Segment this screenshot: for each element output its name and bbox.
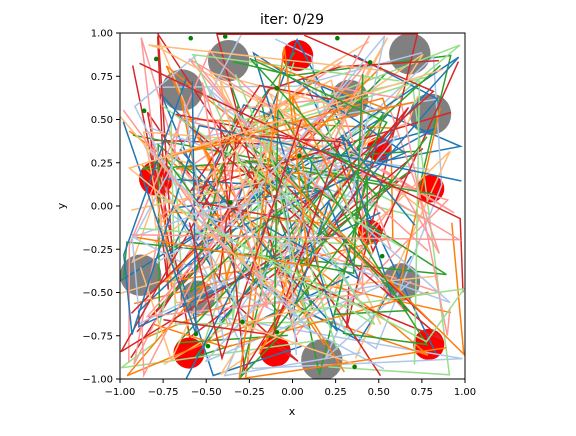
start-point-3 bbox=[153, 56, 159, 62]
start-point-5 bbox=[141, 108, 147, 114]
start-point-layer bbox=[141, 34, 385, 370]
y-tick-label-2: −0.50 bbox=[82, 288, 113, 299]
x-tick-label-2: −0.50 bbox=[191, 387, 222, 398]
trajectory-path-46 bbox=[131, 33, 382, 377]
trajectory-path-83 bbox=[139, 79, 372, 363]
x-tick-label-7: 0.75 bbox=[411, 387, 433, 398]
trajectory-path-77 bbox=[255, 80, 421, 365]
trajectory-path-67 bbox=[120, 116, 312, 366]
trajectory-path-92 bbox=[277, 163, 411, 316]
x-tick-label-0: −1.00 bbox=[105, 387, 136, 398]
trajectory-path-108 bbox=[299, 74, 393, 275]
trajectory-path-116 bbox=[249, 57, 388, 238]
gray-obstacle-5 bbox=[120, 254, 162, 296]
trajectory-path-110 bbox=[139, 62, 464, 293]
trajectory-path-111 bbox=[131, 202, 462, 241]
trajectory-path-23 bbox=[140, 37, 229, 327]
x-tick-label-5: 0.25 bbox=[324, 387, 346, 398]
trajectory-path-45 bbox=[120, 300, 316, 369]
trajectory-path-109 bbox=[340, 185, 402, 248]
trajectory-path-27 bbox=[164, 37, 389, 197]
start-point-7 bbox=[228, 200, 233, 205]
trajectory-path-60 bbox=[239, 185, 374, 379]
trajectory-path-101 bbox=[156, 74, 376, 326]
trajectory-path-91 bbox=[148, 44, 388, 138]
trajectory-path-29 bbox=[328, 87, 451, 376]
y-axis-label: y bbox=[55, 202, 68, 209]
x-axis-label: x bbox=[289, 405, 296, 418]
gray-obstacle-1 bbox=[389, 33, 431, 75]
trajectory-path-84 bbox=[189, 64, 442, 294]
start-point-6 bbox=[274, 86, 280, 91]
trajectory-path-114 bbox=[136, 46, 447, 379]
start-point-10 bbox=[205, 343, 211, 349]
y-tick-label-0: −1.00 bbox=[82, 375, 113, 386]
trajectory-path-105 bbox=[235, 35, 386, 216]
start-point-13 bbox=[297, 153, 302, 159]
y-tick-label-5: 0.25 bbox=[91, 158, 113, 169]
y-tick-label-4: 0.00 bbox=[91, 202, 113, 213]
x-tick-label-8: 1.00 bbox=[454, 387, 476, 398]
trajectory-path-104 bbox=[123, 79, 462, 335]
y-tick-label-1: −0.75 bbox=[82, 331, 113, 342]
y-tick-label-3: −0.25 bbox=[82, 245, 113, 256]
y-tick-label-7: 0.75 bbox=[91, 72, 113, 83]
trajectory-path-117 bbox=[204, 224, 465, 343]
start-point-8 bbox=[240, 319, 245, 325]
y-tick-label-6: 0.50 bbox=[91, 115, 113, 126]
start-point-11 bbox=[193, 331, 199, 337]
trajectory-path-86 bbox=[219, 107, 434, 373]
start-point-4 bbox=[367, 60, 373, 65]
trajectory-path-79 bbox=[315, 83, 451, 336]
x-tick-label-4: 0.00 bbox=[281, 387, 303, 398]
trajectory-path-54 bbox=[331, 61, 460, 254]
x-axis-ticks: −1.00 −0.75 −0.50 −0.25 0.00 0.25 0.50 0.75 1.00 bbox=[105, 379, 476, 398]
gray-obstacle-0 bbox=[207, 39, 250, 82]
start-point-1 bbox=[222, 34, 228, 39]
trajectory-path-74 bbox=[126, 198, 309, 377]
start-point-14 bbox=[352, 364, 357, 370]
trajectory-path-0 bbox=[223, 76, 464, 354]
trajectory-path-96 bbox=[340, 134, 416, 295]
x-tick-label-6: 0.50 bbox=[368, 387, 390, 398]
trajectory-path-93 bbox=[138, 105, 359, 246]
x-tick-label-1: −0.75 bbox=[148, 387, 179, 398]
trajectory-path-69 bbox=[255, 140, 263, 294]
trajectory-path-73 bbox=[204, 199, 385, 363]
trajectory-path-30 bbox=[237, 305, 299, 363]
trajectory-path-103 bbox=[141, 179, 246, 378]
trajectory-path-118 bbox=[188, 119, 303, 361]
y-tick-label-8: 1.00 bbox=[91, 29, 113, 40]
trajectory-path-115 bbox=[127, 68, 444, 366]
trajectory-path-106 bbox=[169, 58, 414, 157]
red-obstacle-9 bbox=[282, 39, 314, 72]
trajectory-path-97 bbox=[192, 87, 451, 321]
start-point-2 bbox=[335, 35, 340, 41]
y-axis-ticks: −1.00 −0.75 −0.50 −0.25 0.00 0.25 0.50 0.75 1.00 bbox=[82, 29, 120, 386]
chart-title: iter: 0/29 bbox=[260, 12, 324, 28]
start-point-12 bbox=[379, 253, 385, 259]
x-tick-label-3: −0.25 bbox=[234, 387, 265, 398]
start-point-0 bbox=[188, 35, 194, 41]
trajectory-path-119 bbox=[122, 82, 269, 309]
start-point-9 bbox=[274, 329, 280, 335]
trajectory-path-99 bbox=[131, 79, 269, 276]
